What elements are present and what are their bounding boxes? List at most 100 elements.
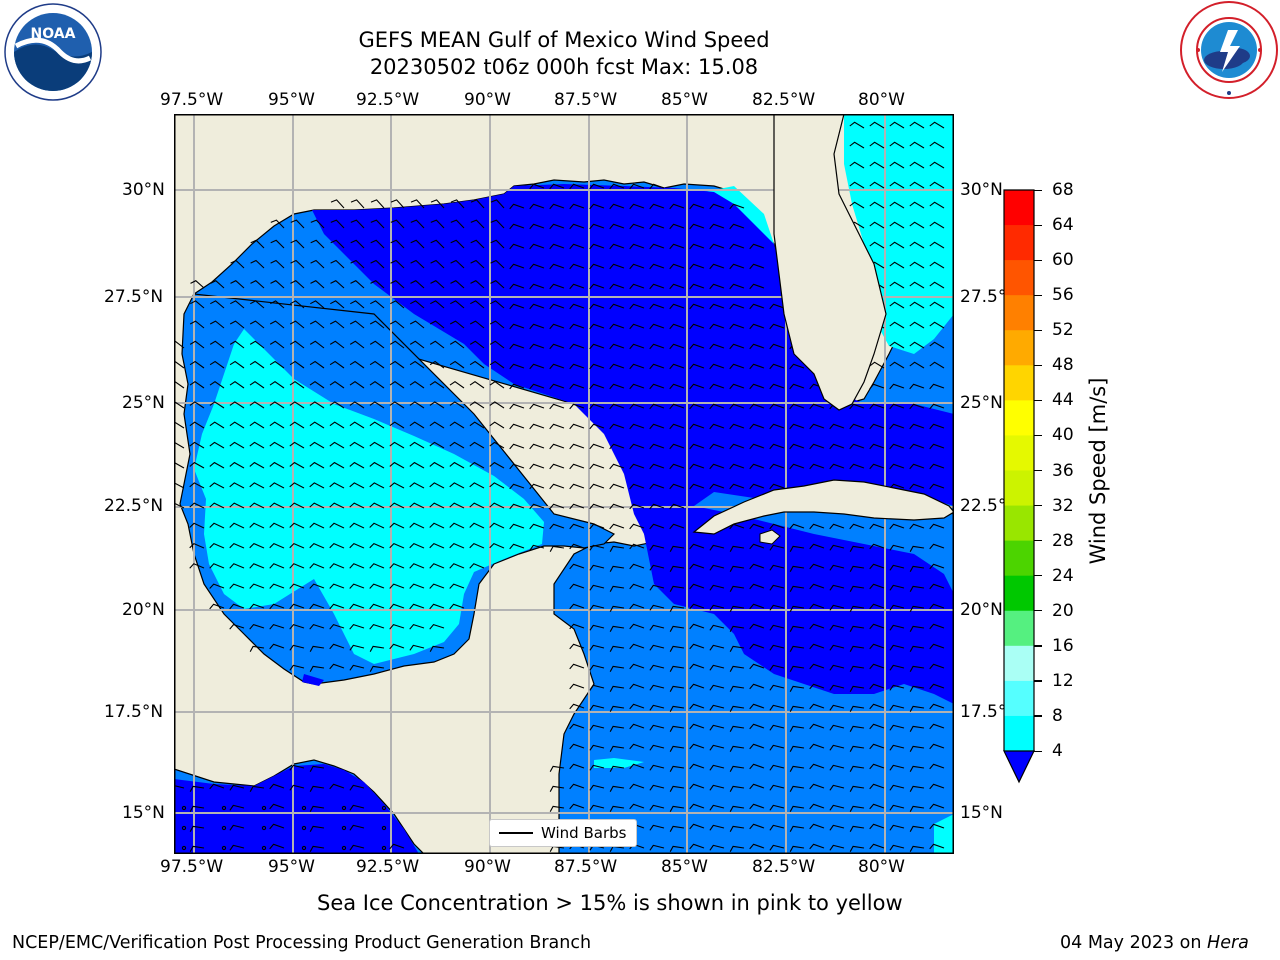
wind-barb	[929, 563, 945, 570]
wind-barb	[749, 483, 765, 490]
wind-barb	[609, 705, 625, 712]
lon-label-bottom: 87.5°W	[554, 857, 618, 877]
wind-barb	[369, 603, 385, 610]
wind-barb	[409, 563, 425, 569]
wind-barb	[649, 323, 665, 330]
lon-label-bottom: 97.5°W	[160, 857, 224, 877]
colorbar-tick-mark	[1034, 470, 1042, 472]
wind-barb	[929, 141, 945, 149]
wind-barb	[189, 825, 205, 832]
wind-barb	[929, 583, 945, 590]
lon-label-bottom: 92.5°W	[356, 857, 420, 877]
wind-barb	[909, 141, 925, 149]
wind-barb	[689, 643, 705, 650]
wind-barb	[549, 503, 565, 510]
wind-barb	[809, 843, 825, 850]
wind-barb	[709, 283, 725, 290]
wind-barb	[929, 281, 945, 289]
wind-barb	[329, 542, 345, 549]
wind-barb	[669, 383, 685, 390]
wind-barb	[629, 723, 645, 730]
wind-barb	[430, 239, 445, 249]
wind-barb	[490, 280, 505, 289]
wind-barb	[669, 243, 685, 250]
wind-barb	[769, 483, 785, 490]
wind-barb	[649, 283, 665, 290]
wind-barb	[329, 381, 345, 389]
wind-barb	[589, 784, 605, 791]
wind-barb	[249, 320, 265, 329]
wind-barb	[269, 320, 285, 329]
wind-barb	[350, 199, 365, 209]
wind-barb	[409, 502, 425, 509]
lon-label-top: 85°W	[661, 90, 708, 110]
wind-barb	[210, 280, 225, 289]
colorbar-band	[1004, 295, 1034, 331]
wind-barb	[689, 323, 705, 330]
wind-barb	[369, 645, 385, 652]
wind-barb	[649, 564, 665, 571]
wind-barb	[209, 441, 225, 449]
wind-barb	[729, 403, 745, 410]
wind-barb	[209, 340, 225, 349]
wind-barb	[869, 803, 885, 810]
wind-barb	[649, 443, 665, 450]
wind-barb	[829, 584, 845, 591]
wind-barb	[569, 683, 585, 690]
wind-barb	[269, 843, 285, 850]
wind-barb	[929, 643, 945, 650]
colorbar-tick-label: 4	[1052, 741, 1063, 761]
wind-barb	[470, 280, 485, 289]
wind-barb	[589, 744, 605, 751]
wind-barb	[769, 303, 785, 310]
wind-barb	[749, 363, 765, 370]
wind-barb	[289, 664, 305, 671]
lat-label-right: 15°N	[960, 803, 1003, 823]
wind-barb	[749, 403, 765, 410]
wind-barb	[629, 783, 645, 790]
wind-barb	[849, 423, 865, 430]
wind-barb	[629, 543, 645, 550]
wind-barb	[829, 564, 845, 571]
wind-barb	[929, 603, 945, 610]
wind-barb	[869, 643, 885, 650]
colorbar-tick-mark	[1034, 399, 1042, 402]
wind-barb	[629, 383, 645, 390]
wind-barb	[269, 360, 285, 369]
wind-barb	[449, 320, 465, 329]
wind-barb	[929, 783, 945, 790]
blue-north-gulf	[312, 184, 954, 544]
wind-barb	[229, 360, 245, 369]
wind-barb	[409, 381, 425, 389]
wind-barb	[929, 743, 945, 750]
colorbar-band	[1004, 365, 1034, 401]
wind-barb	[909, 625, 925, 632]
wind-barb	[749, 323, 765, 330]
wind-barb	[410, 300, 425, 309]
colorbar-band	[1004, 190, 1034, 226]
wind-barb	[769, 724, 785, 731]
host-name: Hera	[1207, 933, 1249, 953]
wind-barb	[549, 363, 565, 370]
wind-barb	[829, 764, 845, 771]
wind-barb	[470, 199, 485, 209]
wind-barb	[569, 463, 585, 470]
wind-barb	[329, 502, 345, 509]
calm-wind-marker	[181, 845, 187, 851]
colorbar-tick-mark	[1034, 294, 1042, 296]
wind-barb	[869, 683, 885, 690]
wind-barb	[689, 443, 705, 450]
wind-barb	[649, 363, 665, 370]
wind-barb	[329, 643, 345, 650]
wind-barb	[629, 323, 645, 330]
wind-barb	[189, 805, 205, 812]
wind-barb	[249, 441, 265, 449]
wind-barb	[509, 523, 525, 530]
wind-barb	[789, 685, 805, 692]
wind-barb	[210, 300, 225, 309]
wind-barb	[929, 403, 945, 410]
wind-barb	[649, 624, 665, 631]
wind-barb	[609, 605, 625, 612]
wind-barb	[749, 623, 765, 630]
wind-barb	[729, 705, 745, 712]
